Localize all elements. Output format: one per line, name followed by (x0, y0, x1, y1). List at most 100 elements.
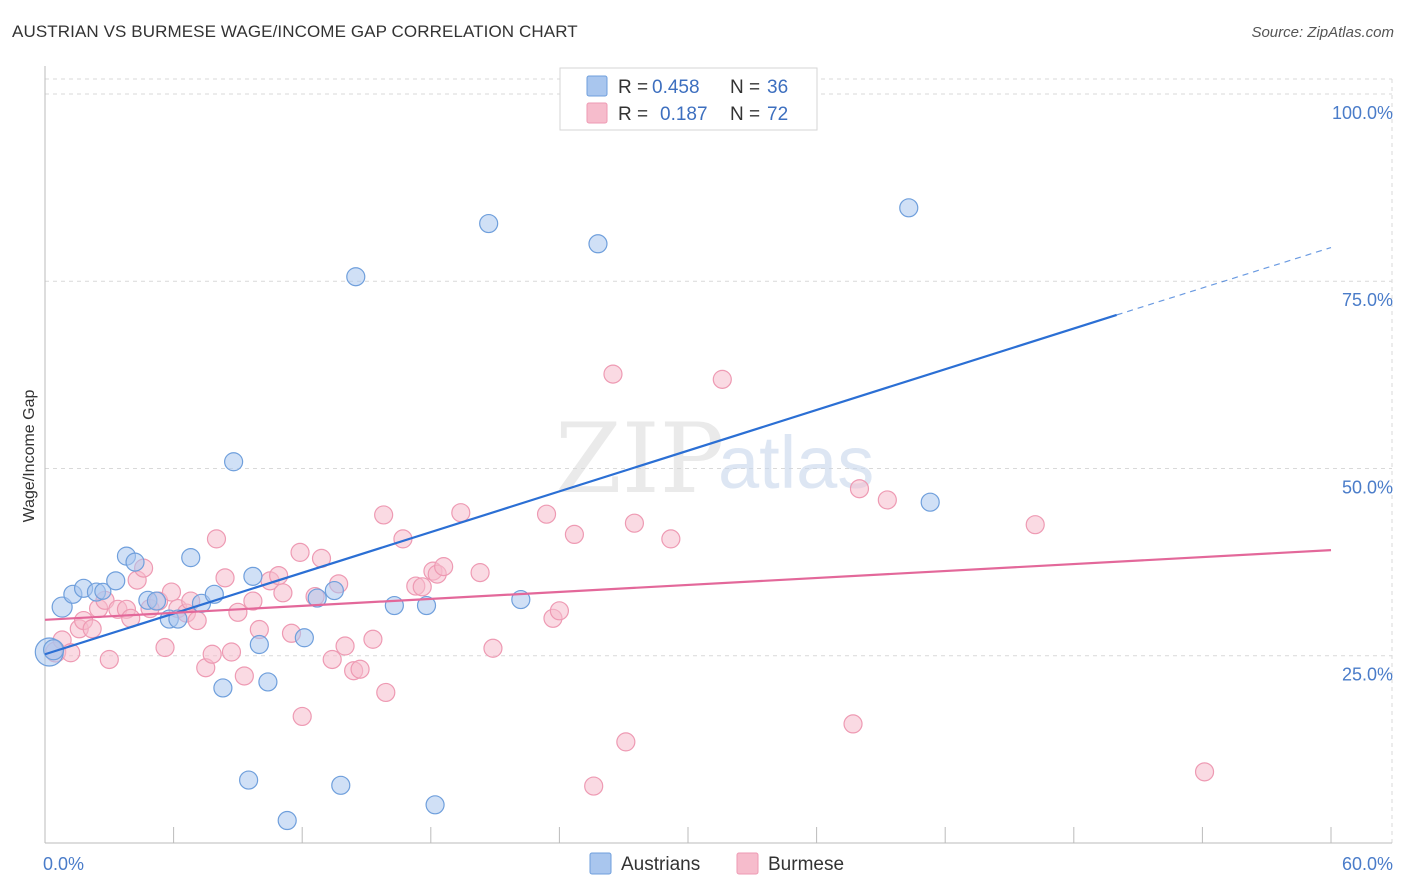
trendlines (44, 246, 1332, 656)
y-tick-label-100: 100.0% (1332, 103, 1393, 123)
legend-r-label-austrians: R = (618, 77, 648, 98)
burmese-point (564, 524, 585, 545)
burmese-point (470, 563, 490, 583)
legend-r-value-austrians: 0.458 (652, 77, 700, 98)
legend-swatch-burmese-bottom (736, 852, 759, 875)
austrian-point (307, 588, 327, 608)
austrians-trendline (44, 313, 1117, 656)
burmese-point (1194, 762, 1215, 782)
tick-labels: 25.0% 50.0% 75.0% 100.0% 0.0% 60.0% (43, 103, 1393, 874)
source-credit: Source: ZipAtlas.com (1251, 24, 1394, 41)
burmese-point (434, 557, 454, 577)
burmese-point (221, 642, 242, 662)
legend-swatch-burmese (586, 102, 608, 124)
x-tick-label-0: 0.0% (43, 854, 84, 874)
correlation-legend: R = 0.458 N = 36 R = 0.187 N = 72 (559, 67, 818, 131)
legend-n-label-burmese: N = (730, 104, 760, 125)
watermark: ZIP atlas (555, 403, 874, 515)
austrian-point (125, 552, 145, 572)
austrian-point (243, 566, 263, 586)
axis-layer (44, 66, 1392, 844)
legend-swatch-austrians (586, 75, 608, 97)
burmese-point (99, 649, 119, 670)
burmese-point (202, 644, 222, 664)
burmese-point (215, 568, 235, 588)
y-tick-label-75: 75.0% (1342, 290, 1393, 310)
burmese-point (712, 369, 732, 389)
burmese-point (322, 649, 342, 670)
chart-title: AUSTRIAN VS BURMESE WAGE/INCOME GAP CORR… (12, 22, 578, 41)
burmese-point (374, 505, 394, 525)
burmese-point (228, 602, 248, 622)
austrian-point (277, 810, 297, 831)
legend-r-label-burmese: R = (618, 104, 648, 125)
burmese-point (536, 504, 557, 524)
burmese-point (234, 666, 254, 686)
burmese-point (661, 529, 681, 549)
burmese-point (624, 513, 645, 533)
austrian-point (106, 571, 126, 591)
burmese-point (843, 714, 863, 734)
legend-n-value-burmese: 72 (767, 104, 788, 125)
austrian-point (146, 591, 167, 611)
legend-swatch-austrians-bottom (589, 852, 612, 875)
austrian-point (239, 770, 259, 790)
burmese-point (350, 659, 370, 679)
austrian-point (324, 580, 344, 601)
austrian-point (258, 672, 278, 692)
watermark-atlas: atlas (718, 421, 874, 504)
burmese-point (290, 542, 310, 562)
burmese-point (376, 682, 396, 703)
burmese-point (155, 637, 175, 658)
legend-r-value-burmese: 0.187 (660, 104, 708, 125)
burmese-point (335, 636, 355, 656)
burmese-point (363, 629, 383, 649)
austrian-point (331, 775, 351, 795)
burmese-point (877, 490, 897, 510)
austrian-point (479, 213, 499, 234)
burmese-point (584, 776, 604, 796)
austrians-points (34, 198, 940, 831)
legend-label-austrians: Austrians (621, 854, 700, 875)
austrian-point (416, 595, 437, 616)
burmese-point (1025, 515, 1045, 535)
burmese-point (483, 638, 503, 658)
austrian-point (294, 628, 314, 648)
austrian-point (249, 634, 269, 655)
austrian-point (920, 492, 940, 512)
burmese-point (161, 582, 182, 602)
watermark-zip: ZIP (555, 403, 724, 515)
y-tick-label-25: 25.0% (1342, 665, 1393, 685)
burmese-point (603, 364, 623, 384)
austrian-point (899, 198, 919, 218)
burmese-point (616, 732, 636, 752)
burmese-point (187, 610, 207, 631)
x-tick-label-60: 60.0% (1342, 854, 1393, 874)
burmese-point (412, 577, 432, 597)
burmese-point (849, 479, 870, 499)
burmese-point (273, 583, 293, 603)
austrian-point (224, 452, 244, 472)
austrian-point (94, 582, 112, 600)
burmese-point (82, 619, 102, 639)
austrian-point (588, 234, 608, 254)
burmese-point (292, 706, 312, 727)
burmese-trendline (44, 549, 1332, 621)
burmese-point (549, 601, 570, 621)
austrian-point (384, 595, 404, 616)
series-legend: Austrians Burmese (589, 852, 844, 875)
austrian-point (425, 795, 445, 815)
y-tick-label-50: 50.0% (1342, 477, 1393, 497)
burmese-point (243, 591, 263, 611)
legend-label-burmese: Burmese (768, 854, 844, 875)
burmese-point (451, 503, 471, 523)
austrian-point (346, 267, 366, 287)
legend-n-label-austrians: N = (730, 77, 760, 98)
austrian-point (42, 639, 65, 661)
austrian-point (213, 678, 233, 698)
y-axis-label: Wage/Income Gap (21, 390, 38, 523)
austrian-point (181, 548, 201, 568)
austrian-point (51, 596, 73, 618)
legend-n-value-austrians: 36 (767, 77, 788, 98)
